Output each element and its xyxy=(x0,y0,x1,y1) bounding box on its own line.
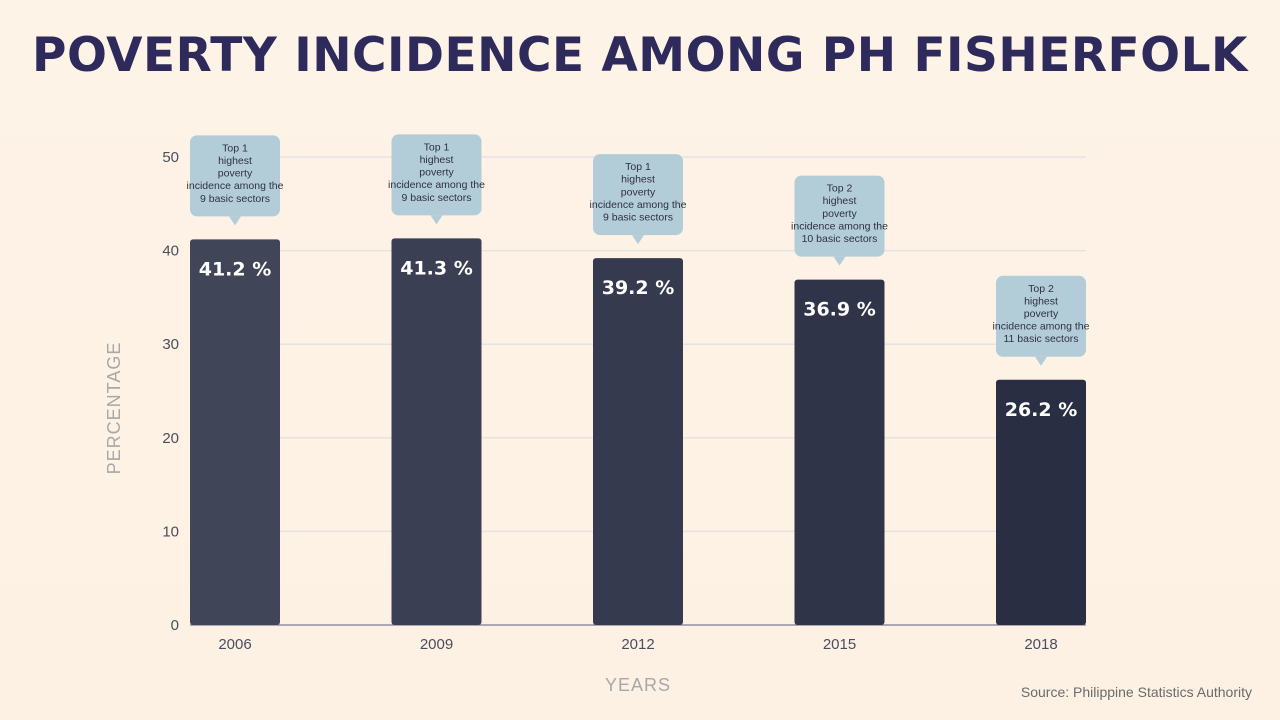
bar-value-label: 26.2 % xyxy=(1005,399,1078,421)
bar-value-label: 39.2 % xyxy=(602,277,675,299)
callout-pointer xyxy=(632,235,644,245)
x-axis-title: YEARS xyxy=(605,675,671,695)
y-axis-title: PERCENTAGE xyxy=(104,342,124,475)
bar xyxy=(190,239,280,626)
callout-bubble xyxy=(190,135,280,217)
chart-title: POVERTY INCIDENCE AMONG PH FISHERFOLK xyxy=(32,28,1248,83)
bar-value-label: 41.3 % xyxy=(400,257,473,279)
x-tick-label: 2009 xyxy=(420,636,453,653)
bar xyxy=(593,258,683,625)
callout-bubble xyxy=(593,154,683,236)
x-tick-label: 2006 xyxy=(218,636,251,653)
source-note: Source: Philippine Statistics Authority xyxy=(1020,684,1252,700)
callout-pointer xyxy=(229,216,241,226)
y-tick-label: 40 xyxy=(162,243,179,260)
y-tick-label: 0 xyxy=(171,617,179,634)
x-tick-label: 2012 xyxy=(621,636,654,653)
callout-text: Top 2 highest poverty incidence among the 11… xyxy=(993,283,1090,345)
bar-value-label: 36.9 % xyxy=(803,299,876,321)
callout-text: Top 1 highest poverty incidence among the 9 … xyxy=(187,142,284,204)
callout-text: Top 2 highest poverty incidence among the 10… xyxy=(791,183,888,245)
callout-bubble xyxy=(996,275,1086,357)
callout-pointer xyxy=(430,215,443,225)
x-tick-label: 2018 xyxy=(1024,636,1057,653)
bar xyxy=(996,379,1086,625)
callout-text: Top 1 highest poverty incidence among the 9 … xyxy=(388,141,485,203)
bar xyxy=(794,279,885,625)
y-tick-label: 50 xyxy=(162,149,179,166)
callout-pointer xyxy=(833,256,846,266)
bar xyxy=(391,238,482,625)
callout-pointer xyxy=(1035,356,1047,366)
callout-bubble xyxy=(391,134,482,216)
y-tick-label: 10 xyxy=(162,523,179,540)
callout-text: Top 1 highest poverty incidence among the 9 … xyxy=(590,161,687,223)
y-tick-label: 30 xyxy=(162,336,179,353)
callout-bubble xyxy=(794,175,885,257)
y-tick-label: 20 xyxy=(162,430,179,447)
x-tick-label: 2015 xyxy=(823,636,856,653)
bar-value-label: 41.2 % xyxy=(199,258,272,280)
